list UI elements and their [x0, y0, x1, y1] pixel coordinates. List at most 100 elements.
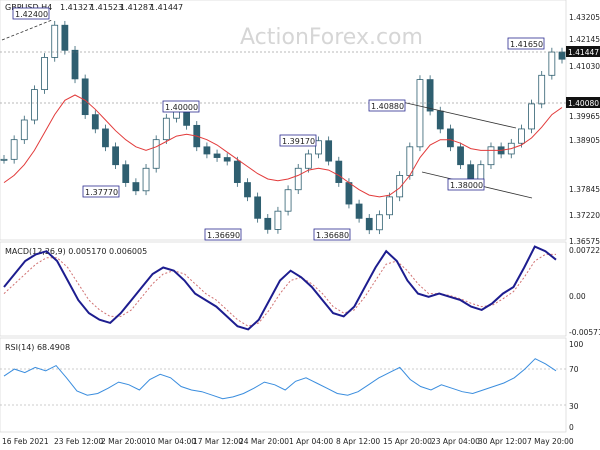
time-tick: 23 Apr 04:00	[431, 437, 480, 446]
candle-body	[244, 182, 251, 198]
watermark: ActionForex.com	[240, 25, 423, 50]
macd-tick: -0.005714	[569, 328, 600, 337]
time-tick: 30 Apr 12:00	[478, 437, 527, 446]
ohlc-close: 1.41447	[150, 3, 183, 12]
rsi-tick: 70	[569, 365, 579, 374]
rsi-line	[3, 358, 557, 400]
annotation-1-40880: 1.40880	[368, 99, 406, 112]
candle-body	[162, 117, 170, 141]
candle-body	[142, 167, 150, 192]
candle-body	[416, 79, 424, 148]
candle-body	[61, 24, 69, 51]
candle-body	[548, 51, 556, 76]
candle-body	[386, 196, 393, 216]
macd-axis: 0.007227 0.00 -0.005714	[569, 246, 600, 337]
candle-body	[31, 89, 38, 121]
svg-text:1.41650: 1.41650	[510, 40, 543, 49]
candle-body	[203, 146, 211, 155]
candle-body	[10, 139, 18, 160]
candle-body	[91, 114, 99, 130]
candle-body	[345, 182, 353, 205]
annotation-1-40000: 1.40000	[162, 100, 200, 113]
candle-body	[284, 189, 292, 212]
candle-body	[233, 160, 241, 183]
candle-body	[213, 153, 221, 158]
annotation-1-42400: 1.42400	[12, 7, 50, 20]
candle-body	[315, 140, 322, 155]
svg-text:1.36680: 1.36680	[316, 231, 349, 240]
candle-body	[122, 164, 130, 183]
rsi-tick: 0	[569, 423, 574, 432]
price-tick: 1.37845	[569, 185, 600, 194]
macd-title: MACD(12,26,9) 0.005170 0.006005	[5, 247, 147, 256]
candle-body	[132, 182, 140, 192]
svg-text:1.37770: 1.37770	[85, 188, 118, 197]
time-axis: 16 Feb 2021 23 Feb 12:00 2 Mar 20:00 10 …	[2, 437, 574, 446]
candle-body	[528, 103, 535, 130]
candle-body	[112, 146, 119, 166]
time-tick: 17 Mar 12:00	[193, 437, 243, 446]
annotation-1-37770: 1.37770	[82, 185, 120, 198]
candle-body	[102, 128, 109, 148]
current-price-badge: 1.41447	[566, 46, 600, 57]
price-tick: 1.43205	[569, 13, 600, 22]
candle-body	[375, 214, 383, 231]
candle-body	[81, 78, 89, 116]
macd-signal-line	[3, 253, 556, 327]
candle-body	[396, 175, 404, 198]
candle-body	[487, 146, 495, 166]
price-axis: 1.43205 1.42145 1.41030 1.39965 1.38905 …	[566, 13, 600, 246]
time-tick: 15 Apr 20:00	[383, 437, 432, 446]
price-tick: 1.37220	[569, 211, 600, 220]
svg-text:1.39170: 1.39170	[282, 137, 315, 146]
price-tick: 1.39965	[569, 112, 600, 121]
time-tick: 16 Feb 2021	[2, 437, 49, 446]
candle-body	[20, 119, 28, 141]
annotation-1-36680: 1.36680	[313, 228, 351, 241]
candle-body	[71, 49, 79, 80]
candle-body	[41, 57, 48, 91]
trend-line-left	[1, 19, 53, 41]
price-panel: ActionForex.com GBPUSD,H4 1.41327 1.4152…	[0, 0, 600, 246]
svg-text:1.40000: 1.40000	[165, 103, 198, 112]
svg-text:1.40880: 1.40880	[371, 102, 404, 111]
candle-body	[365, 217, 373, 231]
annotation-1-39170: 1.39170	[279, 134, 317, 147]
candle-body	[518, 128, 525, 144]
annotation-1-36690: 1.36690	[204, 228, 242, 241]
price-tick: 1.36575	[569, 237, 600, 246]
candle-body	[0, 158, 8, 161]
rsi-panel: RSI(14) 68.4908 100 70 30 0	[0, 337, 584, 433]
ohlc-high: 1.41523	[90, 3, 123, 12]
candle-body	[355, 203, 363, 219]
time-tick: 2 Mar 20:00	[101, 437, 147, 446]
candle-body	[223, 157, 231, 162]
ohlc-open: 1.41327	[60, 3, 93, 12]
price-tick: 1.38905	[569, 136, 600, 145]
svg-text:1.36690: 1.36690	[207, 231, 240, 240]
candle-body	[274, 210, 282, 230]
candle-body	[436, 110, 444, 130]
candle-body	[294, 167, 302, 191]
candle-body	[335, 160, 343, 183]
macd-tick: 0.00	[569, 292, 586, 301]
macd-tick: 0.007227	[569, 246, 600, 255]
candle-body	[325, 140, 333, 162]
time-tick: 1 Apr 04:00	[289, 437, 333, 446]
candle-body	[304, 153, 312, 169]
candle-body	[51, 24, 59, 58]
candle-body	[558, 51, 566, 60]
moving-average-line	[3, 94, 563, 198]
rsi-tick: 100	[569, 340, 584, 349]
annotation-1-38000: 1.38000	[447, 178, 485, 191]
chart-title: GBPUSD,H4	[5, 3, 52, 12]
candle-body	[447, 128, 454, 148]
candle-body	[152, 139, 160, 169]
candle-body	[426, 79, 434, 112]
svg-text:1.40080: 1.40080	[568, 99, 599, 108]
price-tick: 1.41030	[569, 62, 600, 71]
time-tick: 10 Mar 04:00	[146, 437, 196, 446]
svg-text:1.42400: 1.42400	[15, 10, 48, 19]
ohlc-low: 1.41287	[120, 3, 153, 12]
